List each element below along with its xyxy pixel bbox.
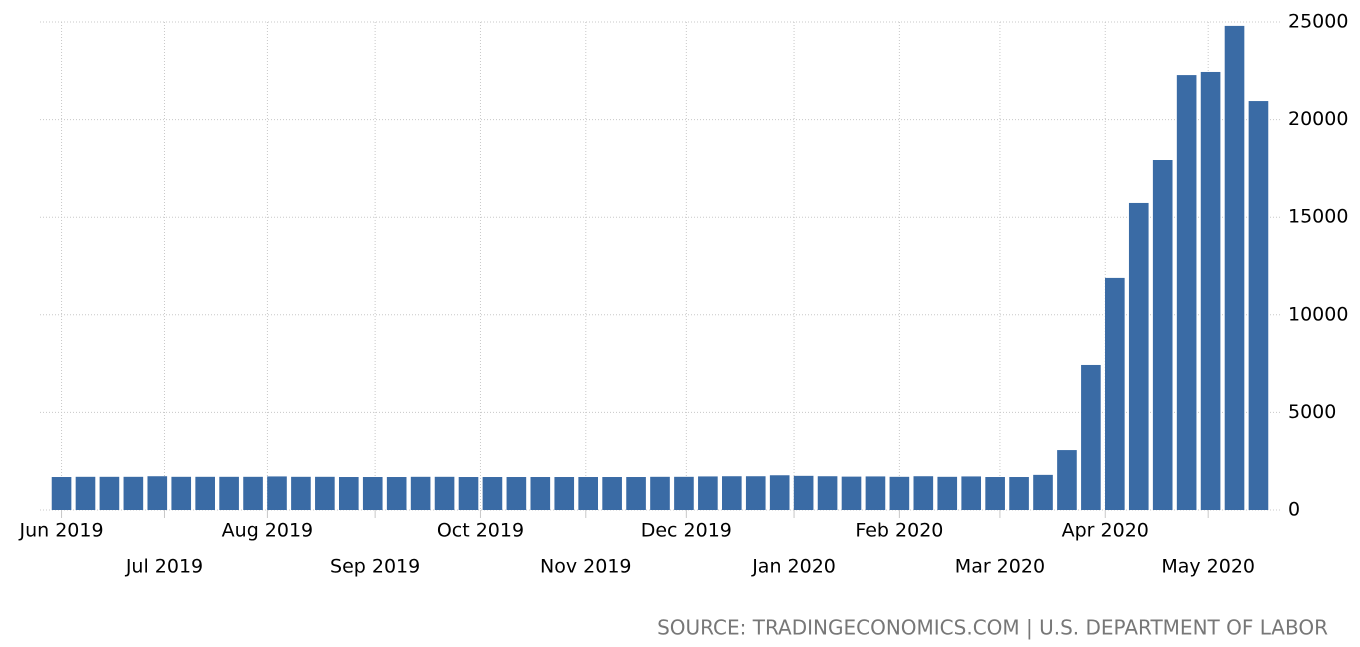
bar <box>745 476 766 510</box>
bar <box>1128 202 1149 511</box>
bar <box>1081 364 1101 510</box>
bar <box>362 477 383 510</box>
bar <box>410 476 431 510</box>
bar <box>578 477 598 510</box>
bar <box>793 475 814 510</box>
bar <box>985 477 1005 510</box>
bar <box>961 476 982 510</box>
y-tick-label: 20000 <box>1288 108 1348 130</box>
x-tick-label: Nov 2019 <box>540 556 631 578</box>
bar <box>458 477 479 510</box>
x-tick-label: Jun 2019 <box>18 520 103 542</box>
bar <box>147 476 168 510</box>
bar <box>291 476 311 510</box>
bar <box>386 477 407 510</box>
bar <box>602 477 622 510</box>
x-tick-label: Oct 2019 <box>437 520 524 542</box>
bar <box>219 476 239 510</box>
x-tick-label: Dec 2019 <box>641 520 732 542</box>
bar <box>650 476 670 510</box>
bar <box>243 476 263 510</box>
x-tick-label: Apr 2020 <box>1062 520 1149 542</box>
bar <box>482 477 503 510</box>
x-tick-label: Mar 2020 <box>955 556 1045 578</box>
bar <box>1152 160 1173 510</box>
bar <box>769 475 790 510</box>
bar <box>817 476 838 510</box>
y-tick-label: 5000 <box>1288 401 1336 423</box>
bar <box>865 476 886 510</box>
source: SOURCE: TRADINGECONOMICS.COM | U.S. DEPA… <box>657 616 1328 640</box>
bar <box>1033 474 1053 510</box>
bar <box>195 476 215 510</box>
bar <box>674 476 694 510</box>
bar <box>267 476 287 510</box>
bar <box>1176 75 1197 511</box>
bar <box>171 476 192 510</box>
y-tick-label: 25000 <box>1288 11 1348 33</box>
bar <box>626 477 646 510</box>
bar <box>1224 25 1245 511</box>
bar <box>722 476 742 510</box>
bar <box>51 477 72 510</box>
bar <box>75 476 96 510</box>
bar <box>506 477 527 510</box>
bar <box>1200 71 1221 511</box>
bar <box>1105 277 1125 510</box>
bar <box>698 476 718 510</box>
bar <box>554 477 575 510</box>
bar <box>889 476 910 510</box>
bar <box>1057 450 1077 510</box>
y-tick-label: 15000 <box>1288 206 1348 228</box>
bar <box>841 476 862 510</box>
x-tick-label: Aug 2019 <box>222 520 314 542</box>
x-tick-label: Sep 2019 <box>330 556 420 578</box>
bar <box>315 476 335 510</box>
bar <box>530 477 551 510</box>
bar <box>1248 101 1269 510</box>
bar <box>913 476 934 510</box>
bar <box>338 477 359 510</box>
bar <box>99 476 120 510</box>
x-tick-label: Feb 2020 <box>855 520 943 542</box>
x-tick-label: Jul 2019 <box>125 556 203 578</box>
y-tick-label: 0 <box>1288 499 1300 521</box>
x-tick-label: Jan 2020 <box>751 556 836 578</box>
y-tick-label: 10000 <box>1288 303 1348 325</box>
bar <box>937 476 958 510</box>
bar <box>123 476 144 510</box>
bar <box>434 476 455 510</box>
x-tick-label: May 2020 <box>1161 556 1255 578</box>
bar <box>1009 477 1029 510</box>
